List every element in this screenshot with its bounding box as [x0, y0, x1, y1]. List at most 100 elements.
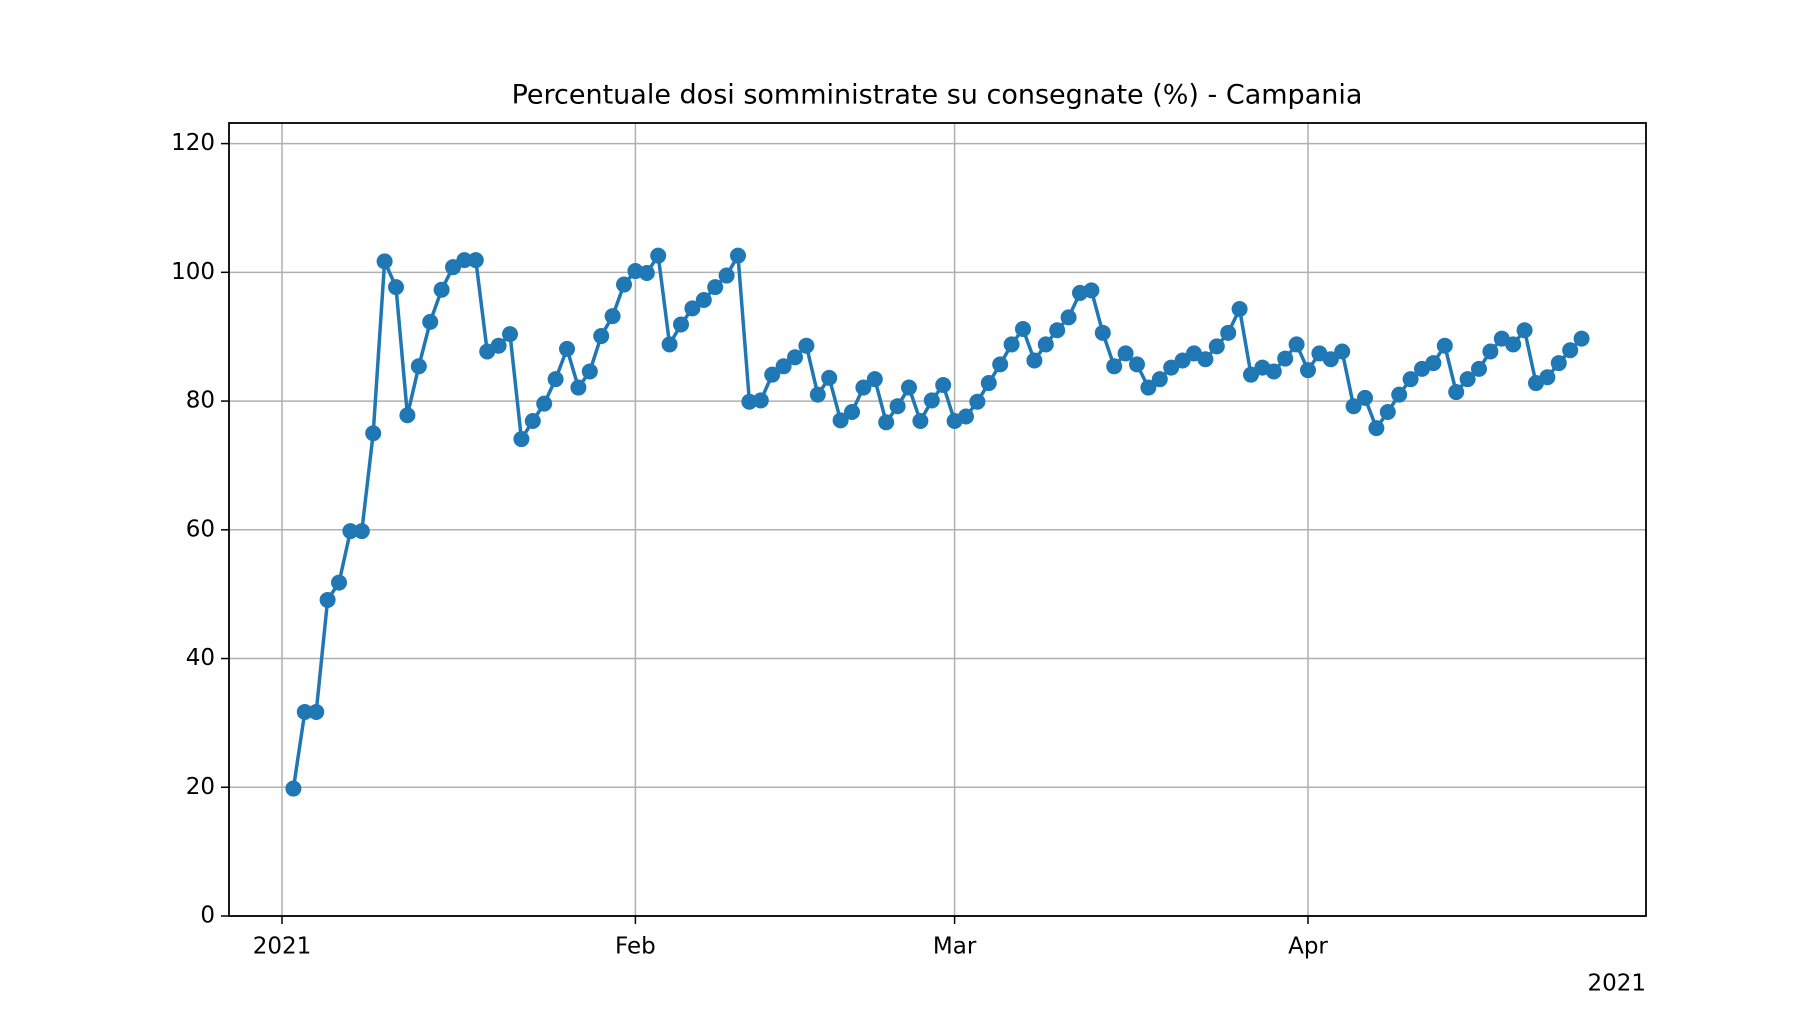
- data-point: [1242, 366, 1259, 383]
- data-point: [1425, 355, 1442, 372]
- data-point: [604, 308, 621, 325]
- data-point: [992, 356, 1009, 373]
- data-point: [445, 259, 462, 276]
- data-point: [1231, 301, 1248, 318]
- data-point: [308, 703, 325, 720]
- data-point: [638, 264, 655, 281]
- data-point: [832, 412, 849, 429]
- y-tick-label: 120: [171, 130, 215, 156]
- data-point: [1083, 282, 1100, 299]
- data-point: [673, 316, 690, 333]
- data-point: [1470, 360, 1487, 377]
- y-tick-label: 20: [186, 774, 215, 800]
- data-point: [1505, 336, 1522, 353]
- data-point: [787, 349, 804, 366]
- data-point: [684, 300, 701, 317]
- data-point: [1436, 337, 1453, 354]
- data-point: [490, 337, 507, 354]
- data-line: [291, 253, 1583, 789]
- data-point: [889, 398, 906, 415]
- data-point: [1299, 362, 1316, 379]
- data-point: [969, 393, 986, 410]
- data-point: [980, 375, 997, 392]
- data-point: [1026, 352, 1043, 369]
- data-point: [342, 523, 359, 540]
- data-point: [593, 328, 610, 345]
- data-point: [1345, 398, 1362, 415]
- y-tick-label: 60: [186, 516, 215, 542]
- chart-title: Percentuale dosi somministrate su conseg…: [512, 80, 1363, 111]
- data-point: [935, 376, 952, 393]
- data-point: [1094, 324, 1111, 341]
- data-point: [752, 392, 769, 409]
- x-tick-label: Mar: [933, 934, 977, 960]
- data-point: [559, 340, 576, 357]
- data-point: [1003, 336, 1020, 353]
- data-point: [1265, 363, 1282, 380]
- data-point: [319, 591, 336, 608]
- data-point: [1174, 352, 1191, 369]
- data-point: [1277, 350, 1294, 367]
- data-point: [353, 523, 370, 540]
- data-point: [616, 276, 633, 293]
- data-point: [912, 413, 929, 430]
- data-point: [502, 326, 519, 343]
- data-point: [331, 574, 348, 591]
- data-point: [730, 247, 747, 264]
- x-tick-label: Feb: [615, 934, 656, 960]
- data-point: [388, 279, 405, 296]
- data-point: [1539, 369, 1556, 386]
- data-point: [1459, 371, 1476, 388]
- data-point: [821, 369, 838, 386]
- data-point: [456, 252, 473, 269]
- data-point: [536, 395, 553, 412]
- y-tick-label: 100: [171, 259, 215, 285]
- data-point: [1014, 320, 1031, 337]
- data-point: [855, 379, 872, 396]
- data-point: [775, 358, 792, 375]
- data-point: [1128, 356, 1145, 373]
- data-point: [661, 336, 678, 353]
- data-point: [1208, 338, 1225, 355]
- data-point: [809, 386, 826, 403]
- data-point: [1356, 389, 1373, 406]
- data-point: [764, 366, 781, 383]
- data-point: [1562, 342, 1579, 359]
- data-point: [433, 281, 450, 298]
- data-point: [844, 404, 861, 421]
- data-point: [1288, 336, 1305, 353]
- data-point: [467, 252, 484, 269]
- data-point: [296, 703, 313, 720]
- data-point: [957, 408, 974, 425]
- data-point: [581, 363, 598, 380]
- data-point: [1379, 404, 1396, 421]
- data-point: [1573, 330, 1590, 347]
- data-point: [570, 379, 587, 396]
- data-point: [1037, 336, 1054, 353]
- data-point: [1516, 322, 1533, 339]
- data-point: [399, 407, 416, 424]
- y-tick-label: 40: [186, 645, 215, 671]
- data-point: [923, 392, 940, 409]
- data-point: [1550, 355, 1567, 372]
- data-point: [376, 253, 393, 270]
- data-point: [866, 371, 883, 388]
- data-point: [1322, 351, 1339, 368]
- data-point: [650, 247, 667, 264]
- data-point: [1402, 371, 1419, 388]
- data-point: [1197, 351, 1214, 368]
- data-point: [547, 371, 564, 388]
- data-point: [1049, 322, 1066, 339]
- data-point: [718, 267, 735, 284]
- data-point: [901, 379, 918, 396]
- data-point: [365, 425, 382, 442]
- x-tick-label: 2021: [253, 934, 312, 960]
- data-point: [422, 313, 439, 330]
- data-point: [1117, 345, 1134, 362]
- y-tick-label: 0: [200, 903, 215, 929]
- data-point: [524, 413, 541, 430]
- data-point: [878, 414, 895, 431]
- data-point: [1334, 343, 1351, 360]
- data-point: [1151, 371, 1168, 388]
